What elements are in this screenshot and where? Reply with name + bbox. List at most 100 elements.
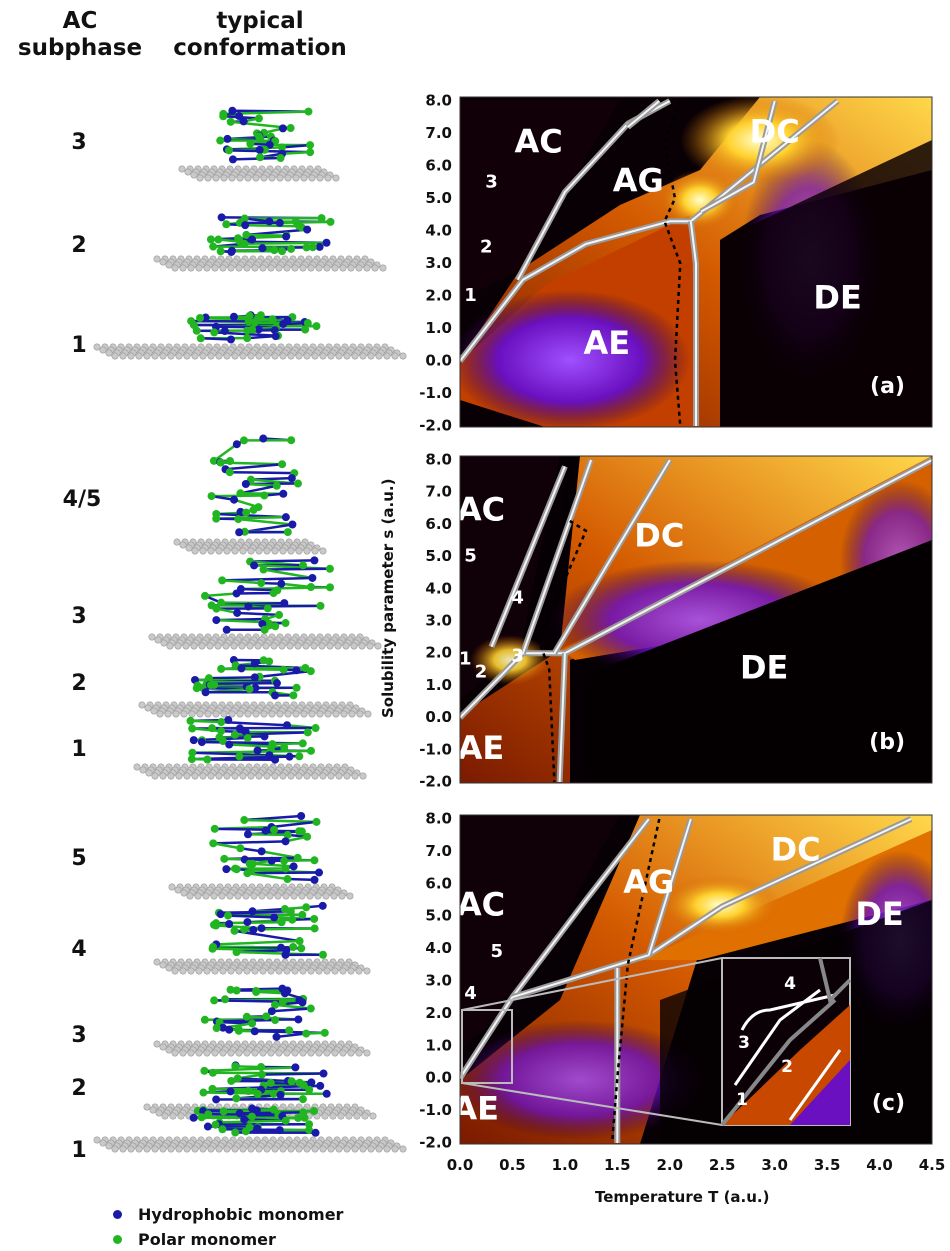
subphase-index-c-3: 3 [71,1023,87,1048]
phase-boundary-core-c-3 [647,818,692,956]
region-label-a-4: AG [613,161,664,199]
conformation-7 [168,812,354,900]
x-tick-9: 4.5 [919,1156,946,1174]
x-tick-8: 4.0 [866,1156,893,1174]
subphase-index-c-4: 4 [71,937,87,962]
phase-boundary-core-b-0 [460,459,932,719]
legend-polar: Polar monomer [113,1230,276,1249]
region-label-a-6: DE [813,278,861,316]
conformation-3 [173,434,327,555]
region-label-b-6: DC [634,516,684,554]
x-tick-7: 3.5 [814,1156,841,1174]
phase-boundary-core-a-4 [700,100,776,213]
region-label-b-0: AC [457,491,505,529]
region-label-c-2: 4 [464,983,477,1004]
polar-dot-icon [113,1235,122,1244]
phase-boundary-core-b-4 [490,466,566,648]
conformation-6 [133,716,367,780]
region-label-a-2: 2 [480,236,493,257]
panel-tag-c: (c) [872,1091,905,1116]
region-label-b-2: 4 [511,587,524,608]
y-tick-a-3: 5.0 [425,189,452,207]
region-label-b-3: 1 [459,649,472,670]
y-tick-b-1: 7.0 [425,483,452,501]
transition-line-b [537,459,588,783]
y-tick-a-7: 1.0 [425,319,452,337]
region-label-c-1: 5 [490,941,503,962]
subphase-index-b-2: 2 [71,671,87,696]
y-tick-b-2: 6.0 [425,515,452,533]
inset-label-2: 2 [781,1057,793,1077]
y-tick-a-5: 3.0 [425,254,452,272]
region-label-a-1: 3 [485,171,498,192]
subphase-index-c-1: 1 [71,1138,87,1163]
inset-label-0: 4 [784,974,796,994]
phase-boundary-core-a-3 [627,100,660,128]
phase-boundary-core-b-1 [558,653,566,783]
region-label-b-7: DE [740,648,788,686]
phase-boundary-core-b-3 [553,459,671,654]
subphase-index-c-5: 5 [71,846,87,871]
region-label-c-5: DE [855,895,903,933]
conformation-11 [93,1104,407,1153]
conformation-0 [178,106,340,182]
y-tick-b-0: 8.0 [425,451,452,469]
header-subphase-line: subphase [17,35,143,61]
y-tick-b-8: 0.0 [425,708,452,726]
y-tick-c-9: -1.0 [419,1101,452,1119]
x-tick-1: 0.5 [499,1156,526,1174]
region-label-b-5: 3 [511,645,524,666]
subphase-index-a-1: 1 [71,333,87,358]
phase-boundary-core-c-0 [460,818,650,1079]
region-label-a-5: DC [750,113,800,151]
region-label-b-1: 5 [464,546,477,567]
conformation-8 [153,901,371,975]
header-ac-subphase: AC subphase [0,8,160,62]
region-label-a-0: AC [515,122,563,160]
region-label-c-3: AG [623,863,674,901]
phase-boundary-core-b-2 [521,459,593,654]
panel-tag-a: (a) [870,374,905,399]
y-tick-c-5: 3.0 [425,972,452,990]
inset-label-1: 3 [738,1033,750,1053]
region-label-a-3: 1 [464,285,477,306]
legend-hydrophobic: Hydrophobic monomer [113,1205,343,1224]
subphase-index-a-2: 2 [71,233,87,258]
y-axis-label: Solubility parameter s (a.u.) [379,478,397,718]
region-label-b-8: AE [458,729,505,767]
y-tick-c-6: 2.0 [425,1004,452,1022]
y-tick-b-4: 4.0 [425,579,452,597]
y-tick-a-9: -1.0 [419,384,452,402]
y-tick-c-8: 0.0 [425,1069,452,1087]
y-tick-c-10: -2.0 [419,1134,452,1152]
panel-tag-b: (b) [869,730,905,755]
y-tick-a-2: 6.0 [425,157,452,175]
x-tick-0: 0.0 [447,1156,474,1174]
y-tick-c-7: 1.0 [425,1036,452,1054]
y-tick-a-8: 0.0 [425,352,452,370]
x-tick-6: 3.0 [761,1156,788,1174]
subphase-index-a-3: 3 [71,130,87,155]
conformation-renderings [93,106,407,1153]
subphase-index-b-45: 4/5 [62,487,102,512]
region-label-c-6: AE [452,1090,499,1128]
y-tick-c-2: 6.0 [425,874,452,892]
x-tick-2: 1.0 [552,1156,579,1174]
legend-hydrophobic-label: Hydrophobic monomer [138,1205,344,1224]
conformation-4 [148,556,382,650]
phase-boundary-core-c-1 [512,818,912,999]
transition-line-c [610,818,661,1144]
y-tick-b-9: -1.0 [419,740,452,758]
y-tick-c-0: 8.0 [425,810,452,828]
conformation-1 [153,213,387,272]
y-tick-c-4: 4.0 [425,939,452,957]
region-label-c-4: DC [771,830,821,868]
y-tick-a-6: 2.0 [425,287,452,305]
inset-label-3: 1 [736,1090,748,1110]
x-tick-3: 1.5 [604,1156,631,1174]
y-tick-c-3: 5.0 [425,907,452,925]
y-tick-a-10: -2.0 [419,417,452,435]
y-tick-a-4: 4.0 [425,222,452,240]
